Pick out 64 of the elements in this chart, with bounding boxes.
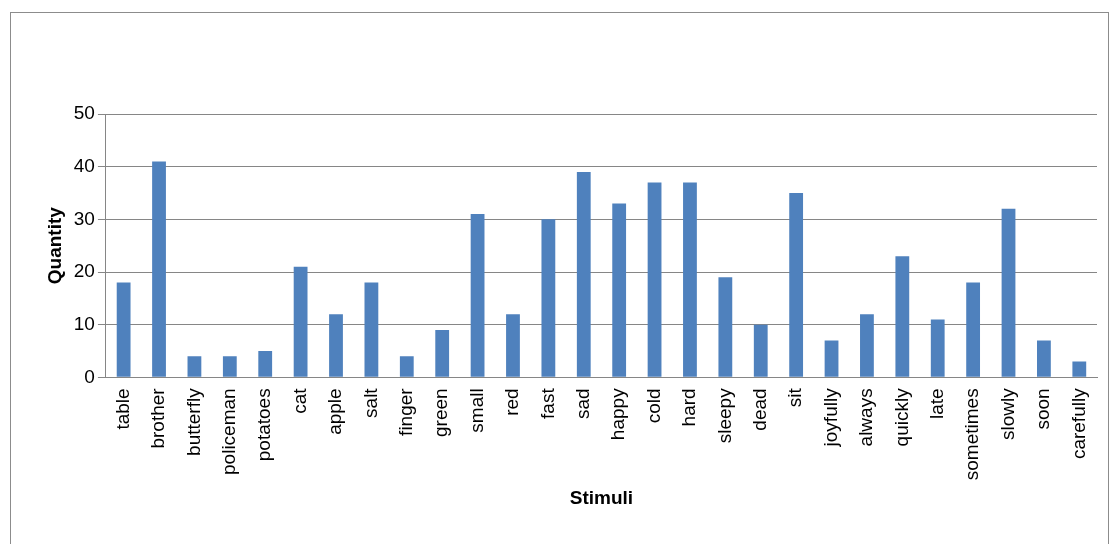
y-tick-label: 30 (73, 207, 95, 229)
x-tick-label: potatoes (253, 388, 275, 462)
bar (222, 356, 237, 377)
x-tick-label: apple (324, 388, 346, 435)
bar (435, 329, 450, 377)
y-tick-label: 10 (73, 312, 95, 334)
y-axis-title: Quantity (43, 206, 65, 285)
bar (293, 266, 308, 377)
bar (612, 203, 627, 377)
x-tick-label: cold (642, 388, 664, 424)
bar (718, 277, 733, 377)
bar (576, 171, 591, 377)
x-tick-label: butterfly (182, 387, 204, 456)
x-tick-label: finger (395, 387, 417, 436)
x-tick-label: sit (784, 387, 806, 408)
x-tick-label: salt (359, 387, 381, 418)
x-tick-label: sad (572, 388, 593, 419)
y-tick-label: 0 (84, 365, 95, 387)
bar (506, 314, 520, 377)
bar (399, 356, 414, 377)
bar (930, 319, 945, 377)
x-tick-label: dead (748, 388, 770, 431)
x-tick-label: happy (607, 387, 629, 441)
bar (329, 314, 343, 377)
x-tick-label: joyfully (819, 387, 841, 448)
bar (824, 340, 839, 377)
y-tick-label: 20 (73, 260, 95, 282)
bar (1001, 208, 1016, 377)
bar (116, 282, 131, 377)
x-tick-label: green (430, 388, 452, 437)
bar (470, 214, 485, 377)
x-axis-title: Stimuli (569, 486, 634, 508)
x-tick-label: carefully (1067, 387, 1089, 460)
bar (789, 193, 804, 377)
bar (1037, 340, 1051, 377)
bar (364, 282, 379, 377)
bar (895, 256, 910, 377)
x-tick-label: sleepy (713, 387, 735, 444)
y-tick-label: 50 (73, 102, 95, 124)
x-tick-label: late (925, 388, 947, 419)
x-tick-label: hard (678, 388, 700, 427)
bar (683, 182, 697, 377)
x-tick-label: table (111, 388, 133, 430)
x-tick-label: slowly (996, 387, 1018, 441)
bar (258, 351, 273, 377)
y-tick-label: 40 (73, 154, 95, 176)
bar (753, 324, 768, 377)
x-tick-label: sometimes (961, 388, 983, 481)
x-tick-label: red (501, 388, 523, 416)
x-tick-label: soon (1032, 388, 1054, 430)
x-tick-label: fast (536, 387, 558, 419)
x-tick-label: quickly (890, 387, 912, 447)
x-tick-label: always (855, 388, 877, 447)
x-tick-label: small (465, 388, 487, 433)
bar (860, 314, 874, 377)
x-tick-label: policeman (218, 388, 240, 475)
x-tick-label: brother (147, 387, 169, 449)
bar (1072, 361, 1087, 377)
x-tick-label: cat (288, 387, 310, 414)
bar (187, 356, 202, 377)
bar (152, 161, 166, 377)
bar (541, 219, 556, 377)
bar (966, 282, 981, 377)
bar (647, 182, 662, 377)
